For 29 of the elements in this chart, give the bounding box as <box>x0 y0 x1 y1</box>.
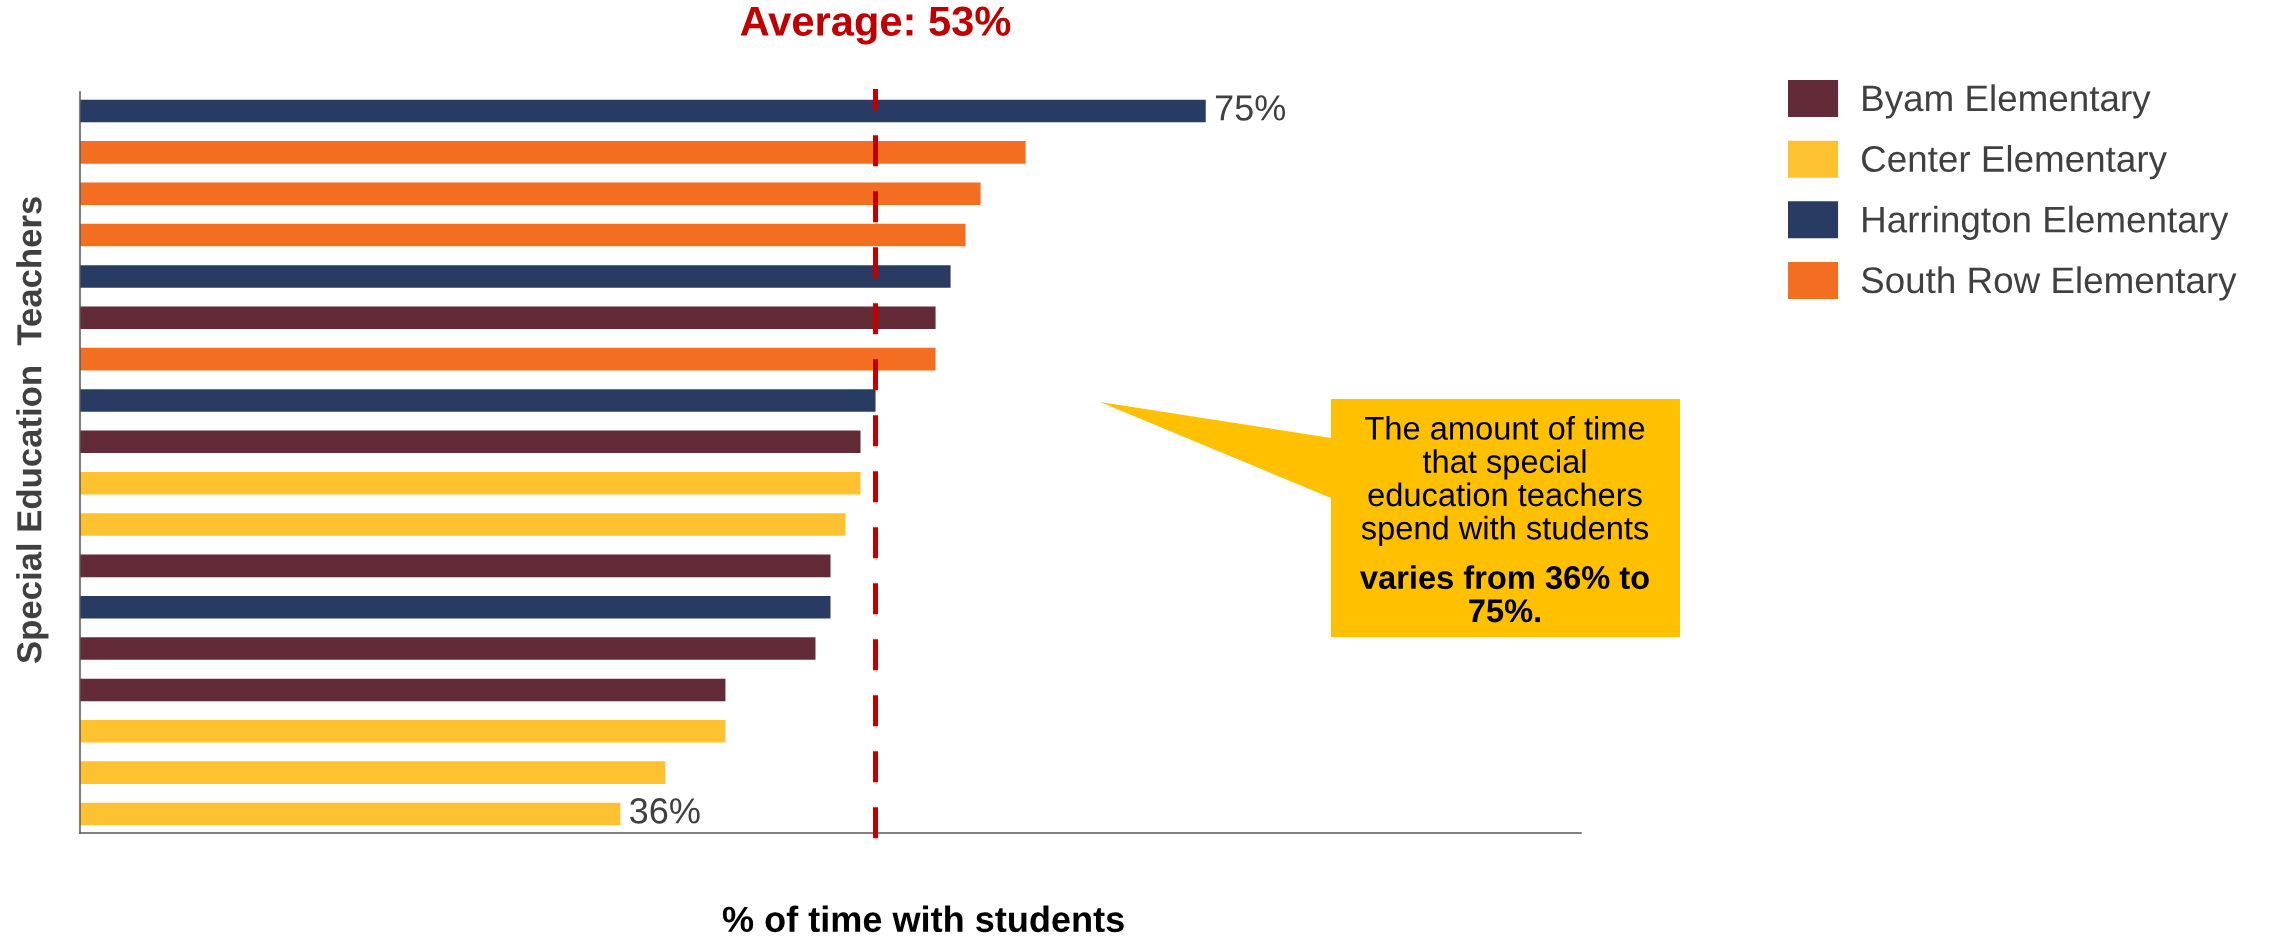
bar <box>80 678 726 702</box>
bar <box>80 595 831 619</box>
bar <box>80 265 951 288</box>
bar <box>80 513 846 536</box>
bar <box>80 471 861 495</box>
bar <box>80 720 726 743</box>
ref-line-label: Average: 53% <box>740 6 1011 45</box>
bar <box>80 761 666 784</box>
bar <box>80 99 1206 123</box>
annotation: The amount of time that special education teachers spend with students <box>1361 415 1649 547</box>
bar <box>80 802 621 826</box>
legend-label: Center Elementary <box>1862 144 2167 180</box>
annotation: varies from 36% to 75%. <box>1360 565 1649 623</box>
bar <box>80 430 861 454</box>
bar <box>80 182 981 205</box>
x-axis-title: % of time with students <box>722 905 1124 933</box>
y-axis-title: Special Education Teachers <box>16 197 49 664</box>
bar <box>80 347 936 371</box>
bar <box>80 306 936 330</box>
data-label: 75% <box>1215 95 1286 121</box>
legend-label: Harrington Elementary <box>1863 205 2229 240</box>
bar <box>80 141 1026 164</box>
bar <box>80 223 966 247</box>
data-label: 36% <box>630 798 700 824</box>
legend-label: Byam Elementary <box>1863 84 2151 119</box>
bar <box>80 389 876 412</box>
legend-label: South Row Elementary <box>1861 266 2237 301</box>
bar <box>80 554 831 578</box>
bar <box>80 637 816 660</box>
